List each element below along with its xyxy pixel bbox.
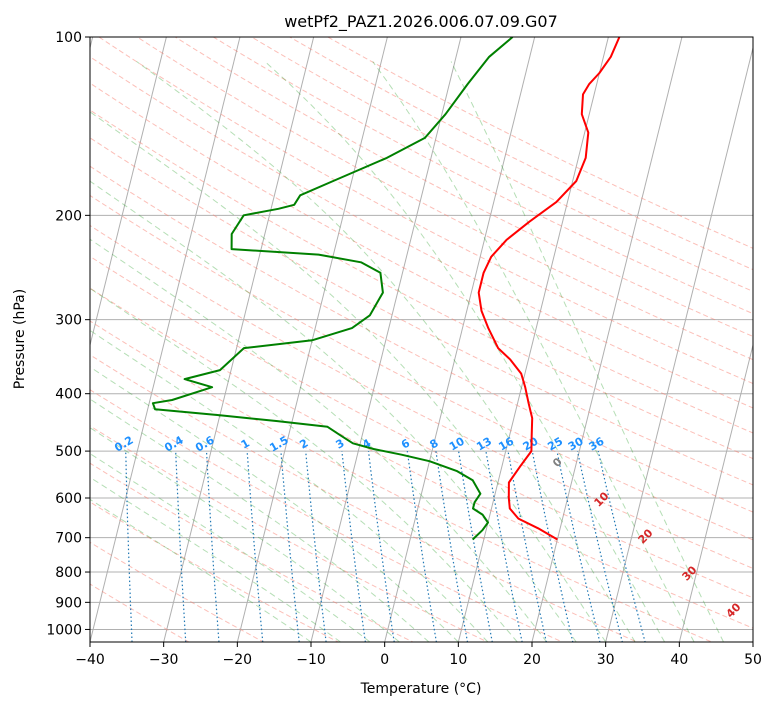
dry-adiabat-line — [90, 56, 753, 409]
dry-adiabat-line — [90, 462, 415, 642]
y-tick-label: 100 — [55, 30, 82, 46]
isotherm-line — [163, 37, 315, 642]
dewpoint-profile-line — [151, 37, 514, 541]
y-tick-label: 400 — [55, 387, 82, 403]
x-tick-label: −20 — [223, 652, 253, 668]
x-tick-label: 20 — [523, 652, 541, 668]
dry-adiabat-line — [90, 501, 340, 642]
dry-adiabat-line — [326, 37, 753, 249]
dry-adiabat-line — [90, 287, 753, 629]
x-tick-label: 10 — [449, 652, 467, 668]
y-tick-label: 800 — [55, 565, 82, 581]
moist-adiabat-line — [90, 476, 341, 642]
isotherm-line — [531, 37, 683, 642]
x-tick-label: −30 — [149, 652, 179, 668]
plot-background: 0.10.20.40.611.52346810131620253036-100-… — [0, 37, 753, 642]
temperature-profile-line — [477, 37, 621, 541]
x-tick-label: 40 — [670, 652, 688, 668]
dry-adiabat-line — [212, 37, 753, 315]
y-tick-label: 300 — [55, 313, 82, 329]
mixing-ratio-line — [597, 450, 646, 642]
dry-adiabat-label: -10 — [0, 434, 16, 457]
y-axis-title: Pressure (hPa) — [12, 289, 28, 389]
mixing-ratio-line — [205, 451, 220, 642]
dry-adiabat-line — [90, 389, 564, 642]
moist-adiabat-label: 0 — [550, 455, 565, 470]
isotherm-line — [752, 639, 753, 642]
moist-adiabat-line — [90, 238, 548, 642]
dry-adiabat-line — [174, 37, 753, 337]
plot-frame — [89, 36, 754, 643]
mixing-ratio-line — [576, 450, 623, 642]
isotherm-line — [310, 37, 462, 642]
dry-adiabat-line — [136, 37, 753, 361]
mixing-ratio-line — [246, 451, 264, 642]
moist-adiabat-line — [90, 329, 489, 642]
dry-adiabat-line — [90, 137, 753, 486]
mixing-ratio-line — [485, 450, 523, 642]
mixing-ratio-line — [458, 451, 493, 642]
x-tick-label: −10 — [296, 652, 326, 668]
x-axis-title: Temperature (°C) — [360, 681, 482, 697]
dry-adiabat-line — [90, 224, 753, 569]
mixing-ratio-label: 1 — [239, 437, 252, 452]
moist-adiabat-label: 30 — [680, 563, 700, 583]
moist-adiabat-line — [90, 427, 400, 642]
isotherm-line — [236, 37, 388, 642]
isotherm-line — [605, 45, 753, 642]
mixing-ratio-line — [367, 451, 395, 642]
mixing-ratio-label: 2 — [297, 437, 310, 452]
dry-adiabat-line — [288, 37, 753, 271]
x-tick-label: 50 — [744, 652, 762, 668]
x-axis: −40 −30 −20 −10 0 10 20 30 40 50 — [75, 642, 762, 668]
moist-adiabat-line — [372, 61, 695, 642]
y-tick-label: 700 — [55, 531, 82, 547]
moist-adiabat-line — [90, 287, 518, 642]
x-tick-label: −40 — [75, 652, 105, 668]
moist-adiabat-line — [136, 61, 636, 642]
mixing-ratio-line — [531, 450, 574, 642]
isotherm-line — [678, 342, 753, 642]
mixing-ratio-line — [406, 451, 438, 642]
y-tick-label: 1000 — [46, 622, 82, 638]
mixing-ratio-line — [507, 450, 547, 642]
moist-adiabat-line — [90, 398, 430, 642]
y-tick-label: 200 — [55, 208, 82, 224]
dry-adiabat-line — [90, 541, 265, 642]
isotherm-line — [90, 37, 167, 348]
dry-adiabat-line — [90, 194, 753, 541]
isotherm-line — [90, 37, 241, 642]
dry-adiabat-line — [90, 82, 753, 434]
y-axis: 100 200 300 400 500 600 700 800 900 1000 — [46, 30, 90, 638]
dry-adiabat-line — [250, 37, 753, 292]
plot-series-layer — [151, 37, 621, 541]
moist-adiabat-label: 10 — [592, 489, 612, 509]
moist-adiabat-line — [90, 452, 371, 642]
y-tick-label: 900 — [55, 595, 82, 611]
mixing-ratio-label: 6 — [399, 436, 412, 451]
isotherm-line — [457, 37, 609, 642]
moist-adiabat-line — [264, 61, 666, 642]
mixing-ratio-line — [556, 450, 601, 642]
y-tick-label: 600 — [55, 491, 82, 507]
moist-adiabat-line — [90, 111, 607, 642]
dry-adiabat-line — [90, 109, 753, 460]
moist-adiabat-line — [90, 366, 459, 642]
isotherm-line — [384, 37, 536, 642]
mixing-ratio-line — [125, 451, 133, 642]
y-tick-label: 500 — [55, 444, 82, 460]
moist-adiabat-label: 20 — [636, 526, 656, 546]
x-tick-label: 30 — [597, 652, 615, 668]
x-tick-label: 0 — [380, 652, 389, 668]
moist-adiabat-line — [90, 498, 312, 642]
dry-adiabat-line — [90, 425, 489, 642]
mixing-ratio-line — [175, 451, 187, 642]
moist-adiabat-line — [90, 180, 577, 642]
chart-title: wetPf2_PAZ1.2026.006.07.09.G07 — [284, 12, 558, 32]
dry-adiabat-line — [90, 583, 190, 642]
